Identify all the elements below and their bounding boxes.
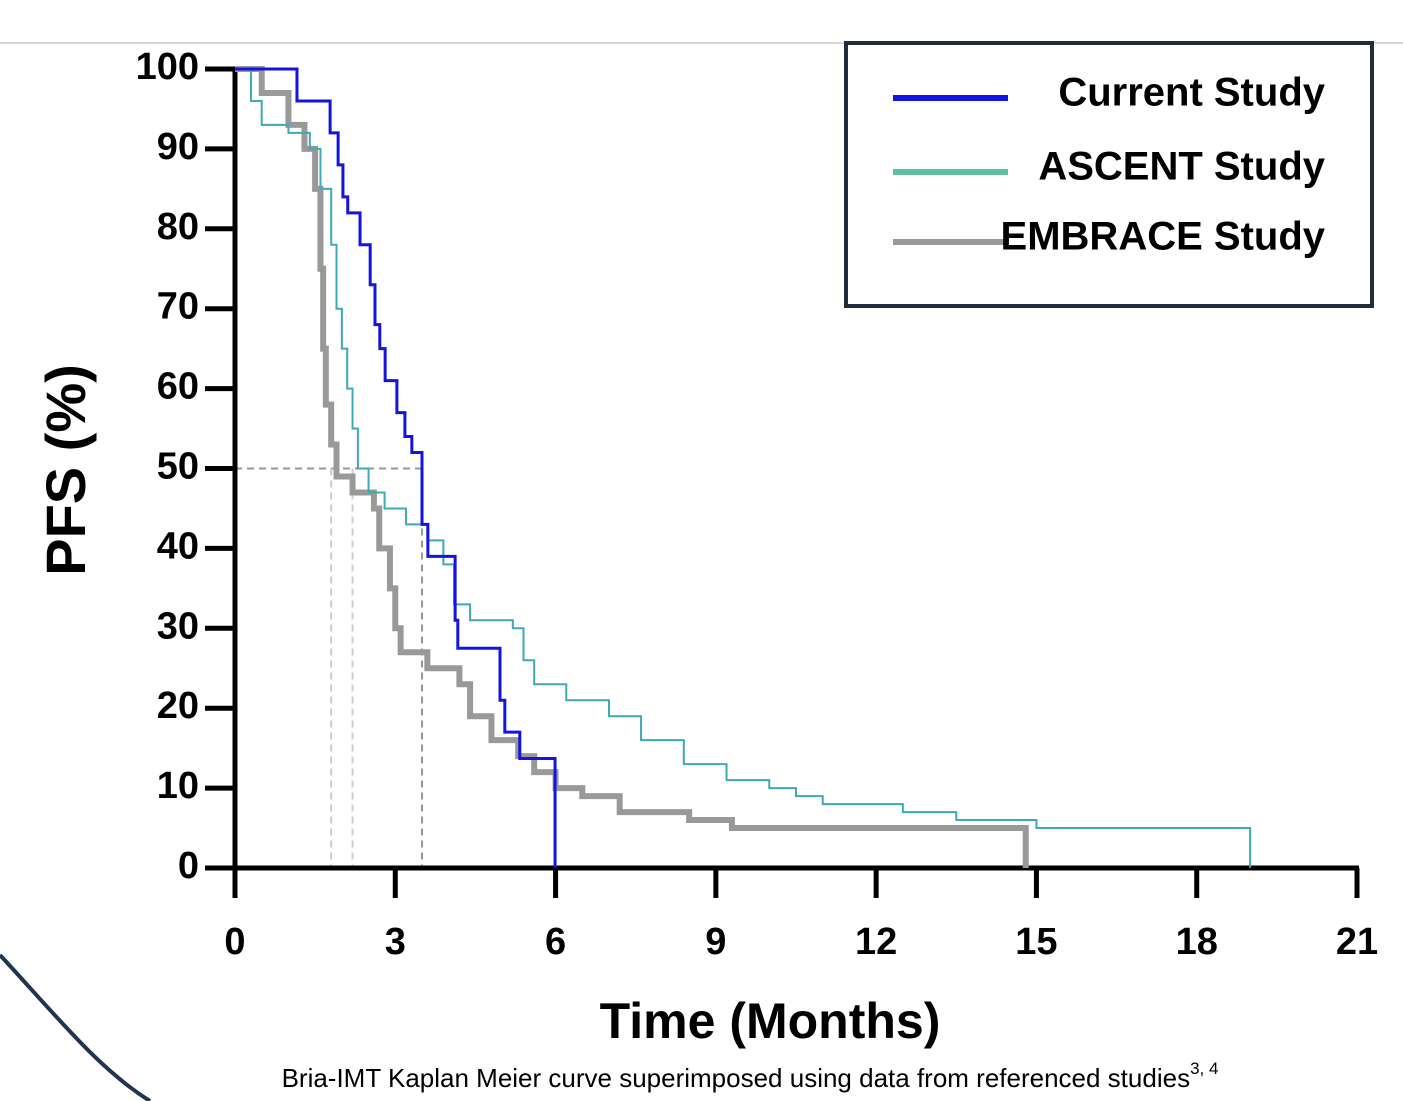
x-tick-label: 0 — [224, 921, 245, 963]
y-tick-label: 10 — [157, 765, 199, 807]
caption: Bria-IMT Kaplan Meier curve superimposed… — [282, 1059, 1219, 1092]
legend-label: Current Study — [1058, 71, 1325, 115]
y-tick-label: 60 — [157, 366, 199, 408]
x-tick-label: 18 — [1176, 921, 1218, 963]
x-tick-label: 12 — [855, 921, 897, 963]
y-tick-label: 20 — [157, 685, 199, 727]
y-tick-label: 30 — [157, 605, 199, 647]
y-axis-title: PFS (%) — [34, 364, 97, 576]
x-tick-label: 21 — [1336, 921, 1378, 963]
y-tick-label: 50 — [157, 446, 199, 488]
x-tick-label: 6 — [545, 921, 566, 963]
y-tick-label: 70 — [157, 286, 199, 328]
x-tick-label: 3 — [385, 921, 406, 963]
legend-label: EMBRACE Study — [1001, 215, 1326, 259]
x-tick-label: 9 — [705, 921, 726, 963]
caption-superscript: 3, 4 — [1190, 1059, 1218, 1078]
y-tick-label: 80 — [157, 206, 199, 248]
caption-text: Bria-IMT Kaplan Meier curve superimposed… — [282, 1063, 1191, 1093]
km-curve — [235, 67, 557, 868]
x-tick-label: 15 — [1015, 921, 1057, 963]
y-tick-label: 0 — [178, 845, 199, 887]
y-tick-label: 90 — [157, 126, 199, 168]
y-tick-label: 100 — [136, 46, 199, 88]
legend-label: ASCENT Study — [1038, 145, 1325, 189]
y-tick-label: 40 — [157, 525, 199, 567]
x-axis-title: Time (Months) — [600, 993, 941, 1049]
decor-arc — [0, 953, 152, 1101]
